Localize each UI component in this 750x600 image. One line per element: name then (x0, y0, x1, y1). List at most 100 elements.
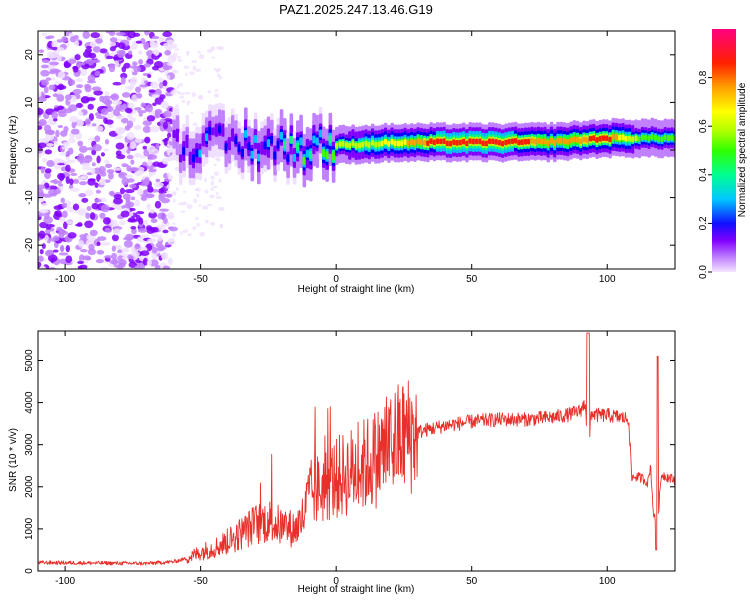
spectrogram-speckle (135, 86, 141, 93)
spectrogram-speckle (67, 79, 76, 86)
spectrogram-speckle (191, 92, 197, 98)
spectrogram-speckle (138, 50, 143, 55)
spectrogram-speckle (195, 68, 202, 73)
spectrogram-speckle (91, 86, 102, 92)
spectrogram-speckle (167, 226, 174, 230)
spectrogram-speckle (72, 65, 79, 73)
spectrogram-speckle (133, 124, 142, 131)
spectrogram-ridge-cell (188, 154, 193, 163)
spectrogram-ridge-cell (396, 140, 401, 147)
spectrogram-speckle (186, 51, 189, 56)
spectrogram-speckle (183, 190, 186, 194)
spectrogram-speckle (172, 57, 176, 62)
spectrogram-speckle (118, 172, 124, 176)
spectrogram-speckle (152, 49, 160, 55)
spectrogram-speckle (152, 102, 157, 107)
spectrogram-speckle (139, 250, 150, 256)
spectrogram-ridge-cell (520, 139, 525, 146)
spectrogram-speckle (65, 255, 73, 264)
spectrogram-speckle (46, 143, 55, 147)
spectrogram-ridge-cell (172, 129, 177, 138)
spectrogram-ridge-cell (640, 134, 645, 141)
spectrogram-speckle (171, 190, 177, 196)
spectrogram-speckle (81, 197, 89, 203)
snr-x-ticks: -100 -50 0 50 100 (55, 331, 616, 587)
spectrogram-ridge-cell (224, 143, 229, 152)
spectrogram-speckle (131, 251, 140, 258)
spectrogram-speckle (66, 220, 73, 225)
spectrogram-speckle (54, 81, 60, 86)
spectrogram-speckle (57, 125, 64, 129)
spectrogram-speckle (72, 178, 80, 184)
spectrogram-speckle (146, 145, 156, 153)
spectrogram-speckle (154, 110, 160, 119)
spectrogram-speckle (61, 36, 68, 43)
spectrogram-speckle (56, 54, 62, 62)
spectrogram-speckle (150, 226, 159, 233)
spectrogram-x-tick-label: -50 (193, 274, 208, 285)
spectrogram-ridge-cell (318, 129, 323, 138)
spectrogram-speckle (117, 51, 125, 58)
spectrogram-speckle (142, 120, 152, 126)
spectrogram-speckle (163, 137, 168, 146)
spectrogram-speckle (158, 36, 167, 44)
spectrogram-speckle (59, 216, 66, 222)
spectrogram-speckle (49, 116, 54, 122)
spectrogram-ridge-cell (400, 140, 404, 147)
spectrogram-speckle (147, 74, 152, 78)
spectrogram-ridge-cell (526, 138, 531, 145)
spectrogram-ridge-cell (237, 144, 242, 153)
spectrogram-ridge-cell (393, 140, 398, 147)
spectrogram-ridge-cell (487, 138, 492, 145)
snr-x-tick-label: 100 (599, 576, 616, 587)
spectrogram-y-tick-label: -10 (24, 190, 35, 205)
spectrogram-speckle (111, 252, 117, 260)
spectrogram-speckle (214, 171, 220, 176)
spectrogram-speckle (138, 59, 144, 65)
spectrogram-speckle (77, 265, 83, 269)
spectrogram-ridge-cell (500, 140, 505, 147)
spectrogram-speckle (41, 32, 48, 37)
spectrogram-speckle (119, 187, 125, 195)
spectrogram-speckle (181, 99, 186, 103)
spectrogram-ridge-cell (182, 147, 186, 155)
spectrogram-ridge-cell (354, 142, 359, 149)
spectrogram-ridge-cell (312, 135, 316, 144)
spectrogram-speckle (56, 180, 63, 184)
spectrogram-speckle (172, 199, 176, 203)
spectrogram-speckle (44, 171, 51, 180)
spectrogram-speckle (108, 172, 114, 180)
spectrogram-speckle (73, 35, 79, 40)
spectrogram-speckle (115, 31, 126, 36)
spectrogram-ridge-cell (618, 134, 622, 141)
spectrogram-speckle (106, 55, 114, 60)
spectrogram-ridge-cell (178, 154, 183, 163)
snr-frame (37, 330, 676, 572)
spectrogram-speckle (45, 77, 52, 81)
spectrogram-speckle (95, 189, 102, 194)
spectrogram-speckle (143, 63, 151, 68)
spectrogram-speckle (109, 46, 116, 52)
spectrogram-speckle (166, 184, 171, 189)
spectrogram-ridge-cell (257, 153, 261, 162)
spectrogram-speckle (108, 64, 116, 73)
spectrogram-speckle (193, 198, 198, 203)
spectrogram-ridge-cell (387, 141, 391, 147)
spectrogram-ridge-cell (478, 138, 482, 145)
spectrogram-speckle (213, 93, 220, 98)
spectrogram-speckle (166, 193, 173, 198)
spectrogram-speckle (136, 188, 144, 196)
spectrogram-ridge-cell (566, 139, 570, 145)
spectrogram-speckle (40, 166, 45, 174)
spectrogram-speckle (114, 127, 125, 135)
spectrogram-speckle (174, 166, 180, 172)
spectrogram-speckle (46, 159, 55, 168)
spectrogram-speckle (56, 94, 65, 102)
spectrogram-speckle (126, 120, 134, 129)
spectrogram-ridge-cell (266, 139, 271, 148)
spectrogram-ridge-cell (390, 138, 394, 145)
spectrogram-ridge-cell (344, 142, 349, 148)
spectrogram-ridge-cell (419, 139, 424, 146)
spectrogram-speckle (180, 231, 183, 235)
spectrogram-speckle (131, 228, 137, 235)
